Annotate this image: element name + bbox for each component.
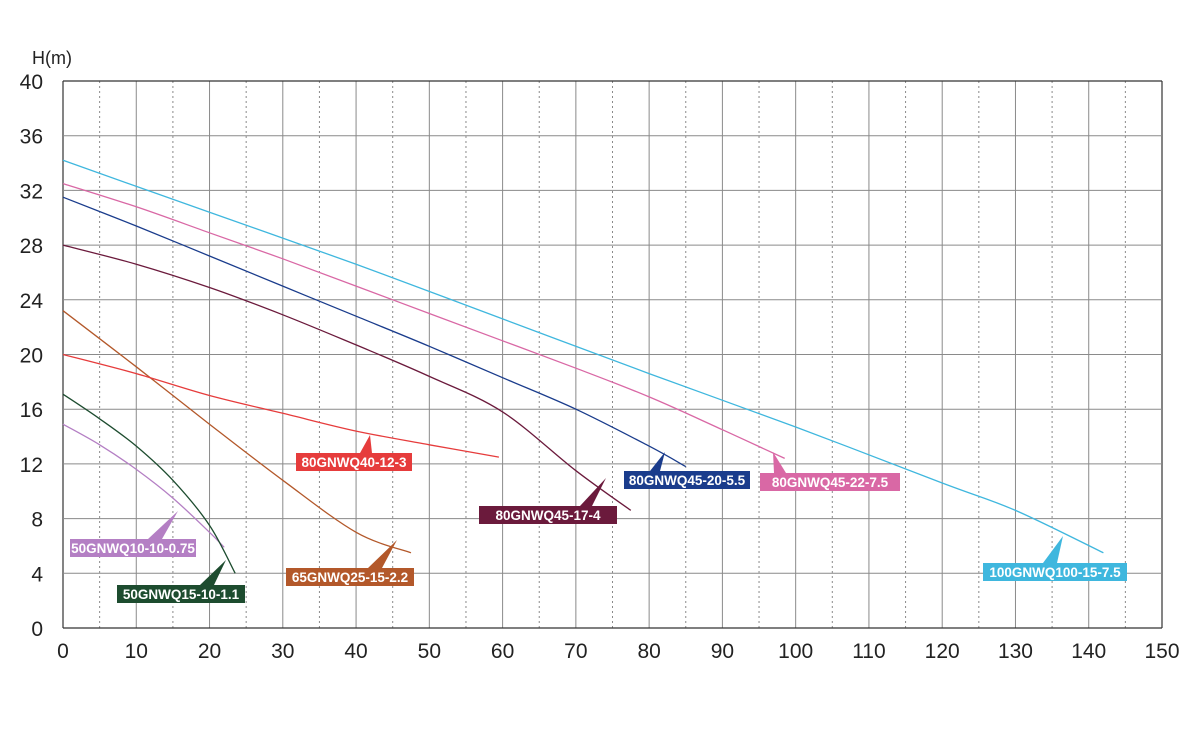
label-pointer xyxy=(148,511,178,539)
label-box xyxy=(624,471,750,489)
curve-50gnwq10-10-0.75 xyxy=(62,423,225,548)
x-tick-label: 50 xyxy=(418,640,441,663)
series-label-80gnwq45-17-4: 80GNWQ45-17-4 xyxy=(479,478,617,524)
y-tick-label: 36 xyxy=(20,126,43,149)
label-pointer xyxy=(200,560,226,585)
label-text: 100GNWQ100-15-7.5 xyxy=(989,565,1121,580)
label-text: 50GNWQ10-10-0.75 xyxy=(71,541,195,556)
label-box xyxy=(117,585,245,603)
series-label-100gnwq100-15-7.5: 100GNWQ100-15-7.5 xyxy=(983,536,1127,581)
x-tick-label: 80 xyxy=(637,640,660,663)
x-tick-label: 120 xyxy=(925,640,960,663)
label-text: 80GNWQ45-22-7.5 xyxy=(772,475,889,490)
label-pointer xyxy=(650,452,665,471)
label-box xyxy=(286,568,414,586)
series-label-50gnwq15-10-1.1: 50GNWQ15-10-1.1 xyxy=(117,560,245,603)
y-tick-label: 16 xyxy=(20,399,43,422)
y-tick-label: 32 xyxy=(20,180,43,203)
label-box xyxy=(983,563,1127,581)
curve-80gnwq40-12-3 xyxy=(62,353,500,458)
label-pointer xyxy=(1043,536,1063,563)
label-pointer xyxy=(368,540,397,568)
label-box xyxy=(70,539,196,557)
curve-65gnwq25-15-2.2 xyxy=(62,310,412,554)
y-tick-label: 28 xyxy=(20,235,43,258)
grid xyxy=(62,80,1163,629)
label-text: 80GNWQ45-17-4 xyxy=(495,508,601,523)
x-tick-label: 20 xyxy=(198,640,221,663)
y-tick-label: 0 xyxy=(31,618,43,641)
y-tick-label: 40 xyxy=(20,71,43,94)
x-tick-label: 60 xyxy=(491,640,514,663)
y-tick-label: 12 xyxy=(20,454,43,477)
curve-100gnwq100-15-7.5 xyxy=(62,159,1104,554)
label-box xyxy=(760,473,900,491)
x-tick-label: 10 xyxy=(125,640,148,663)
label-pointer xyxy=(360,435,372,453)
y-tick-label: 4 xyxy=(31,563,43,586)
y-tick-label: 8 xyxy=(31,509,43,532)
label-text: 80GNWQ45-20-5.5 xyxy=(629,473,746,488)
series-label-80gnwq40-12-3: 80GNWQ40-12-3 xyxy=(296,435,412,471)
series-label-80gnwq45-22-7.5: 80GNWQ45-22-7.5 xyxy=(760,452,900,491)
curves xyxy=(62,159,1104,574)
y-tick-label: 20 xyxy=(20,345,43,368)
x-tick-label: 100 xyxy=(778,640,813,663)
y-axis: 0 4 8 12 16 20 24 28 32 36 40 xyxy=(20,71,44,641)
label-box xyxy=(296,453,412,471)
x-tick-label: 130 xyxy=(998,640,1033,663)
curve-80gnwq45-17-4 xyxy=(62,244,632,511)
series-label-65gnwq25-15-2.2: 65GNWQ25-15-2.2 xyxy=(286,540,414,586)
y-tick-label: 24 xyxy=(20,290,44,313)
series-labels: 50GNWQ10-10-0.75 50GNWQ15-10-1.1 65GNWQ25-… xyxy=(70,435,1127,603)
x-axis: 0 10 20 30 40 50 60 70 80 90 100 110 120 130 140 150 xyxy=(57,640,1179,663)
series-label-50gnwq10-10-0.75: 50GNWQ10-10-0.75 xyxy=(70,511,196,557)
x-tick-label: 0 xyxy=(57,640,69,663)
label-box xyxy=(479,506,617,524)
label-pointer xyxy=(580,478,606,506)
curve-50gnwq15-10-1.1 xyxy=(62,393,236,574)
label-text: 50GNWQ15-10-1.1 xyxy=(123,587,240,602)
x-tick-label: 40 xyxy=(344,640,367,663)
x-tick-label: 30 xyxy=(271,640,294,663)
series-label-80gnwq45-20-5.5: 80GNWQ45-20-5.5 xyxy=(624,452,750,489)
x-tick-label: 110 xyxy=(852,640,885,663)
curve-80gnwq45-20-5.5 xyxy=(62,196,687,468)
x-tick-label: 150 xyxy=(1144,640,1179,663)
curve-80gnwq45-22-7.5 xyxy=(62,182,785,459)
x-tick-label: 140 xyxy=(1071,640,1106,663)
label-pointer xyxy=(773,452,786,473)
x-tick-label: 70 xyxy=(564,640,587,663)
x-tick-label: 90 xyxy=(711,640,734,663)
label-text: 80GNWQ40-12-3 xyxy=(301,455,407,470)
y-axis-label: H(m) xyxy=(32,48,72,68)
label-text: 65GNWQ25-15-2.2 xyxy=(292,570,408,585)
